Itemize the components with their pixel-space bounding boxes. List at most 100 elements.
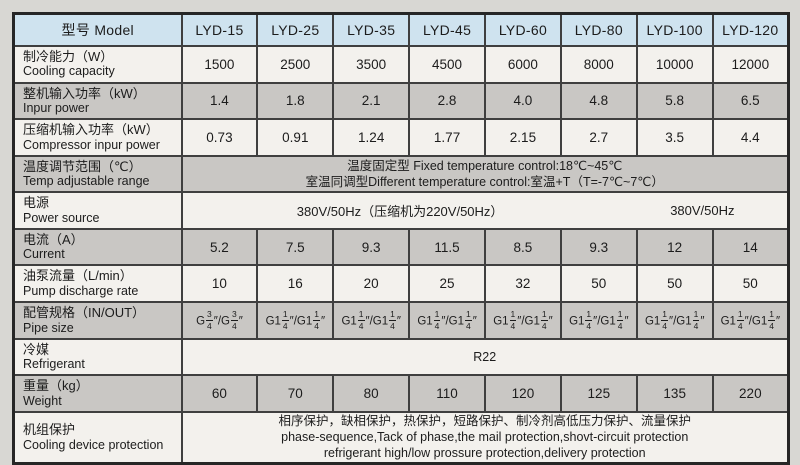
row-label-zh: 制冷能力（W）: [23, 48, 114, 64]
value-cell: 1.77: [408, 118, 486, 157]
spec-table-body: 型号 Model LYD-15 LYD-25 LYD-35 LYD-45 LYD-60 LY…: [12, 12, 790, 465]
value-cell: 12000: [711, 44, 790, 84]
value-cell: 1.4: [180, 81, 259, 121]
value-cell: 110: [408, 374, 486, 413]
row-label-en: Power source: [23, 210, 100, 225]
table-row: 油泵流量（L/min） Pump discharge rate 10 16 20 25 32…: [12, 264, 790, 304]
value-cell: 120: [484, 374, 562, 413]
merged-cell: R22: [180, 337, 790, 377]
value-cell: 5.2: [180, 227, 259, 267]
row-label-zh: 整机输入功率（kW）: [23, 85, 146, 101]
column-header-model: LYD-45: [408, 12, 486, 47]
row-label: 冷媒 Refrigerant: [12, 337, 183, 377]
value-cell: 20: [332, 264, 411, 304]
column-header-model: LYD-120: [711, 12, 790, 47]
value-cell: 50: [711, 264, 790, 304]
value-cell: 220: [711, 374, 790, 413]
row-label-en: Temp adjustable range: [23, 174, 150, 189]
value-cell: 6.5: [711, 81, 790, 121]
value-cell: 135: [635, 374, 714, 413]
merged-line: refrigerant high/low prossure protection…: [323, 446, 646, 461]
value-cell: 9.3: [332, 227, 411, 267]
value-cell: 0.91: [256, 118, 335, 157]
value-cell: 5.8: [635, 81, 714, 121]
value-cell: 1500: [180, 44, 259, 84]
value-cell: G1 1 4 ″/G1 1 4 ″: [256, 301, 335, 340]
spec-table: 型号 Model LYD-15 LYD-25 LYD-35 LYD-45 LYD-60 LY…: [12, 12, 790, 465]
merged-line: R22: [473, 349, 497, 364]
value-cell: 14: [711, 227, 790, 267]
row-label-zh: 电源: [23, 195, 50, 211]
column-header-model: LYD-100: [635, 12, 714, 47]
value-cell: 80: [332, 374, 411, 413]
value-cell: 2.1: [332, 81, 411, 121]
table-row: 冷媒 Refrigerant R22: [12, 337, 790, 377]
row-label-en: Current: [23, 247, 65, 262]
row-label-zh: 重量（kg）: [23, 378, 89, 394]
value-cell: 10000: [635, 44, 714, 84]
value-cell: G1 1 4 ″/G1 1 4 ″: [711, 301, 790, 340]
table-row: 机组保护 Cooling device protection 相序保护，缺相保护，热…: [12, 410, 790, 465]
row-label: 机组保护 Cooling device protection: [12, 410, 183, 465]
row-label-en: Weight: [23, 393, 62, 408]
value-cell: 1.8: [256, 81, 335, 121]
value-cell: 4.0: [484, 81, 562, 121]
column-header-model: LYD-35: [332, 12, 411, 47]
row-label-en: Pump discharge rate: [23, 284, 139, 299]
value-cell: 8.5: [484, 227, 562, 267]
value-cell: 2.8: [408, 81, 486, 121]
row-label: 重量（kg） Weight: [12, 374, 183, 413]
value-cell: 9.3: [559, 227, 638, 267]
value-cell: 16: [256, 264, 335, 304]
value-cell: 25: [408, 264, 486, 304]
table-row: 温度调节范围（℃） Temp adjustable range 温度固定型 Fixe…: [12, 154, 790, 194]
row-label-zh: 压缩机输入功率（kW）: [23, 122, 159, 138]
value-cell: G 3 4 ″/G 3 4 ″: [180, 301, 259, 340]
row-label: 配管规格（IN/OUT） Pipe size: [12, 301, 183, 340]
table-row: 电流（A） Current 5.2 7.5 9.3 11.5 8.5 9.3 12 14: [12, 227, 790, 267]
table-row: 配管规格（IN/OUT） Pipe size G 3 4 ″/G 3 4 ″ G1 1 4 ″/G1 1 4…: [12, 301, 790, 340]
row-label: 整机输入功率（kW） Inpur power: [12, 81, 183, 121]
value-cell: G1 1 4 ″/G1 1 4 ″: [408, 301, 486, 340]
row-label-en: Inpur power: [23, 101, 90, 116]
value-cell: 11.5: [408, 227, 486, 267]
table-row: 电源 Power source 380V/50Hz（压缩机为220V/50Hz） 38…: [12, 191, 790, 230]
table-row: 重量（kg） Weight 60 70 80 110 120 125 135 220: [12, 374, 790, 413]
value-cell: 125: [559, 374, 638, 413]
row-label: 油泵流量（L/min） Pump discharge rate: [12, 264, 183, 304]
row-label: 压缩机输入功率（kW） Compressor inpur power: [12, 118, 183, 157]
column-header-model: LYD-80: [559, 12, 638, 47]
table-row: 制冷能力（W） Cooling capacity 1500 2500 3500 4500 6…: [12, 44, 790, 84]
merged-line: phase-sequence,Tack of phase,the mail pr…: [281, 430, 689, 445]
value-cell: 4.8: [559, 81, 638, 121]
value-cell: 10: [180, 264, 259, 304]
value-cell: 32: [484, 264, 562, 304]
header-row: 型号 Model LYD-15 LYD-25 LYD-35 LYD-45 LYD-60 LY…: [12, 12, 790, 47]
merged-cell: 温度固定型 Fixed temperature control:18℃~45℃ 室…: [180, 154, 790, 194]
merged-line: 室温同调型Different temperature control:室温+T（…: [305, 174, 664, 189]
value-cell: 60: [180, 374, 259, 413]
split-wrap: 380V/50Hz（压缩机为220V/50Hz） 380V/50Hz: [184, 201, 787, 220]
value-cell: 2.7: [559, 118, 638, 157]
row-label-en: Cooling device protection: [23, 437, 164, 452]
table-row: 整机输入功率（kW） Inpur power 1.4 1.8 2.1 2.8 4.0 4.8 5…: [12, 81, 790, 121]
value-cell: 8000: [559, 44, 638, 84]
row-label-zh: 机组保护: [23, 421, 76, 437]
split-text: 380V/50Hz（压缩机为220V/50Hz）: [296, 204, 504, 220]
value-cell: 70: [256, 374, 335, 413]
row-label: 电流（A） Current: [12, 227, 183, 267]
